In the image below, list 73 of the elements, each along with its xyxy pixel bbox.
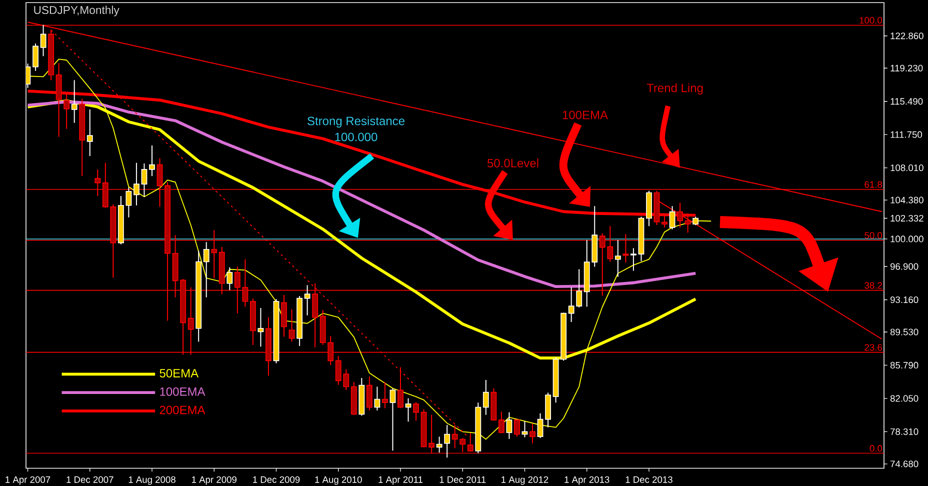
annotation: 23.6 (864, 344, 882, 351)
candlestick (514, 418, 520, 438)
y-tick-label: 78.310 (890, 428, 918, 435)
candlestick (405, 398, 412, 422)
candlestick (669, 206, 676, 230)
candlestick (506, 412, 512, 440)
candlestick (149, 144, 155, 177)
y-tick-label: 115.490 (890, 98, 923, 105)
x-tick-label: 1 Dec 2009 (253, 476, 300, 483)
x-tick-label: 1 Aug 2008 (128, 476, 176, 485)
candlestick (530, 423, 536, 444)
line-series (26, 100, 698, 288)
x-tick-label: 1 Dec 2011 (440, 476, 486, 483)
candlestick (288, 308, 295, 342)
annotation: 100.000 (335, 132, 378, 142)
text: 200EMA (160, 406, 206, 414)
annotation: 100EMA (562, 110, 608, 120)
candlestick (436, 436, 442, 454)
candlestick (40, 24, 46, 57)
annotation: 61.8 (864, 181, 882, 188)
candlestick (398, 366, 404, 409)
candlestick (64, 92, 70, 130)
y-tick-label: 102.332 (890, 214, 924, 222)
y-tick-label: 111.750 (890, 131, 922, 138)
candlestick (71, 80, 78, 124)
candlestick (413, 402, 419, 422)
candlestick (203, 242, 210, 298)
y-tick-label: 104.380 (890, 196, 924, 204)
y-tick-label: 82.050 (890, 395, 918, 402)
candlestick (537, 412, 544, 438)
annotation: 50.0 (864, 232, 882, 239)
x-tick-label: 1 Aug 2010 (315, 476, 362, 485)
y-tick-label: 93.160 (890, 296, 918, 304)
candlestick (366, 376, 372, 411)
chart-title: USDJPY,Monthly (34, 6, 120, 16)
candlestick (444, 424, 450, 458)
candlestick (482, 379, 489, 416)
y-tick-label: 122.860 (890, 32, 924, 40)
x-tick-label: 1 Dec 2013 (626, 476, 672, 483)
y-tick-label: 96.900 (890, 263, 918, 270)
candlestick (32, 43, 38, 72)
annotation: Trend Ling (646, 83, 703, 95)
candlestick (134, 162, 140, 206)
x-tick-label: 1 Apr 2011 (378, 476, 423, 485)
candlestick (390, 388, 396, 452)
candlestick (630, 248, 636, 272)
x-tick-label: 1 Dec 2007 (66, 476, 114, 483)
text: 100EMA (160, 387, 206, 396)
annotation: 38.2 (864, 282, 882, 289)
annotation: 50.0Level (487, 158, 538, 168)
candlestick (226, 266, 233, 291)
x-tick-label: 1 Apr 2009 (192, 476, 236, 485)
candlestick (382, 382, 388, 409)
candlestick (614, 240, 621, 278)
x-tick-label: 1 Aug 2012 (502, 476, 548, 485)
y-tick-label: 119.230 (890, 64, 923, 72)
candlestick (258, 308, 264, 348)
y-tick-label: 100.000 (890, 236, 924, 242)
candlestick (141, 162, 148, 198)
y-tick-label: 74.680 (890, 460, 918, 468)
candlestick (304, 284, 310, 316)
x-tick-label: 1 Apr 2013 (564, 476, 610, 485)
annotation: 100.0 (860, 17, 882, 24)
annotation: 0.0 (870, 445, 882, 452)
candlestick (374, 386, 380, 411)
annotation: Strong Resistance (308, 116, 404, 128)
text: 50EMA (160, 368, 199, 378)
y-tick-label: 89.530 (890, 328, 918, 336)
x-tick-label: 1 Apr 2007 (6, 476, 50, 485)
candlestick (86, 108, 93, 157)
candlestick (498, 411, 504, 434)
y-tick-label: 85.790 (890, 362, 918, 369)
y-tick-label: 108.010 (890, 164, 924, 172)
